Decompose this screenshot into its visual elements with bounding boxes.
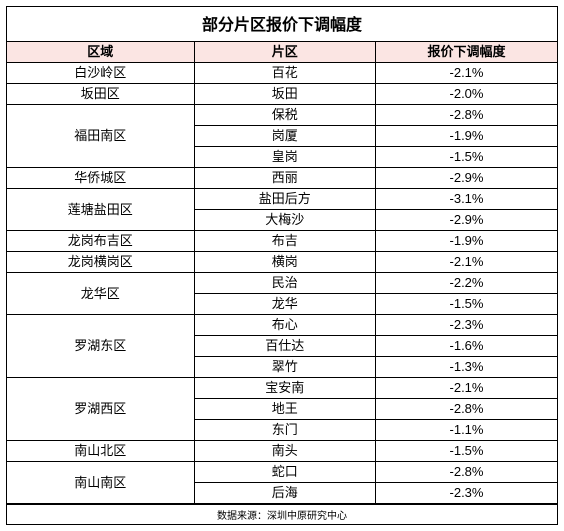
cell-pct: -1.5% (376, 294, 558, 315)
cell-area: 大梅沙 (194, 210, 376, 231)
cell-pct: -2.3% (376, 315, 558, 336)
table-row: 龙华区民治-2.2% (7, 273, 557, 294)
cell-area: 西丽 (194, 168, 376, 189)
table-row: 莲塘盐田区盐田后方-3.1% (7, 189, 557, 210)
cell-area: 地王 (194, 399, 376, 420)
cell-region: 南山北区 (7, 441, 194, 462)
cell-area: 百仕达 (194, 336, 376, 357)
cell-region: 莲塘盐田区 (7, 189, 194, 231)
table-row: 坂田区坂田-2.0% (7, 84, 557, 105)
cell-area: 皇岗 (194, 147, 376, 168)
cell-pct: -1.6% (376, 336, 558, 357)
cell-region: 坂田区 (7, 84, 194, 105)
cell-pct: -2.8% (376, 105, 558, 126)
cell-area: 后海 (194, 483, 376, 504)
price-table: 区域 片区 报价下调幅度 白沙岭区百花-2.1%坂田区坂田-2.0%福田南区保税… (7, 42, 557, 504)
cell-pct: -1.9% (376, 126, 558, 147)
table-footer: 数据来源：深圳中原研究中心 (7, 504, 557, 524)
cell-area: 翠竹 (194, 357, 376, 378)
cell-region: 龙岗布吉区 (7, 231, 194, 252)
table-row: 福田南区保税-2.8% (7, 105, 557, 126)
cell-pct: -2.0% (376, 84, 558, 105)
cell-region: 罗湖西区 (7, 378, 194, 441)
cell-area: 横岗 (194, 252, 376, 273)
table-row: 华侨城区西丽-2.9% (7, 168, 557, 189)
table-container: 部分片区报价下调幅度 区域 片区 报价下调幅度 白沙岭区百花-2.1%坂田区坂田… (6, 6, 558, 525)
cell-pct: -3.1% (376, 189, 558, 210)
table-row: 罗湖西区宝安南-2.1% (7, 378, 557, 399)
cell-region: 罗湖东区 (7, 315, 194, 378)
cell-area: 南头 (194, 441, 376, 462)
cell-area: 东门 (194, 420, 376, 441)
cell-region: 龙岗横岗区 (7, 252, 194, 273)
table-row: 龙岗布吉区布吉-1.9% (7, 231, 557, 252)
header-area: 片区 (194, 42, 376, 63)
cell-area: 龙华 (194, 294, 376, 315)
cell-area: 布心 (194, 315, 376, 336)
table-row: 南山北区南头-1.5% (7, 441, 557, 462)
cell-area: 布吉 (194, 231, 376, 252)
table-row: 白沙岭区百花-2.1% (7, 63, 557, 84)
cell-region: 福田南区 (7, 105, 194, 168)
cell-area: 宝安南 (194, 378, 376, 399)
cell-pct: -2.9% (376, 168, 558, 189)
cell-pct: -1.1% (376, 420, 558, 441)
table-row: 龙岗横岗区横岗-2.1% (7, 252, 557, 273)
cell-pct: -2.1% (376, 378, 558, 399)
cell-area: 保税 (194, 105, 376, 126)
header-region: 区域 (7, 42, 194, 63)
cell-pct: -2.9% (376, 210, 558, 231)
cell-pct: -2.8% (376, 462, 558, 483)
cell-pct: -2.8% (376, 399, 558, 420)
cell-area: 蛇口 (194, 462, 376, 483)
cell-pct: -1.5% (376, 441, 558, 462)
table-row: 罗湖东区布心-2.3% (7, 315, 557, 336)
header-row: 区域 片区 报价下调幅度 (7, 42, 557, 63)
cell-pct: -1.3% (376, 357, 558, 378)
table-body: 白沙岭区百花-2.1%坂田区坂田-2.0%福田南区保税-2.8%岗厦-1.9%皇… (7, 63, 557, 504)
cell-region: 龙华区 (7, 273, 194, 315)
cell-pct: -2.1% (376, 63, 558, 84)
cell-area: 百花 (194, 63, 376, 84)
cell-region: 白沙岭区 (7, 63, 194, 84)
cell-region: 华侨城区 (7, 168, 194, 189)
cell-pct: -1.9% (376, 231, 558, 252)
cell-area: 坂田 (194, 84, 376, 105)
cell-area: 民治 (194, 273, 376, 294)
header-pct: 报价下调幅度 (376, 42, 558, 63)
table-title: 部分片区报价下调幅度 (7, 7, 557, 42)
cell-region: 南山南区 (7, 462, 194, 504)
cell-pct: -2.2% (376, 273, 558, 294)
table-row: 南山南区蛇口-2.8% (7, 462, 557, 483)
cell-pct: -1.5% (376, 147, 558, 168)
cell-pct: -2.3% (376, 483, 558, 504)
cell-area: 岗厦 (194, 126, 376, 147)
cell-pct: -2.1% (376, 252, 558, 273)
cell-area: 盐田后方 (194, 189, 376, 210)
